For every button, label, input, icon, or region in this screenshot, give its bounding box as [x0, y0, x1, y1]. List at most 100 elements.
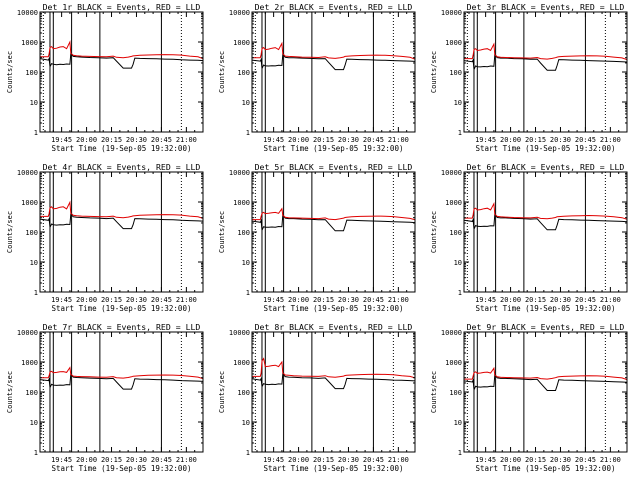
y-axis-label: Counts/sec [6, 51, 14, 93]
x-tick-label: 20:30 [338, 296, 359, 304]
y-tick-label: 10000 [17, 169, 38, 177]
y-tick-label: 1 [458, 129, 462, 137]
x-tick-label: 20:00 [76, 456, 97, 464]
x-axis-label: Start Time (19-Sep-05 19:32:00) [264, 464, 404, 473]
y-axis-label: Counts/sec [430, 51, 438, 93]
x-tick-label: 19:45 [51, 136, 72, 144]
lld-series-line [464, 42, 627, 61]
y-tick-label: 100 [237, 69, 250, 77]
plot-frame [251, 331, 416, 453]
x-tick-label: 20:30 [338, 456, 359, 464]
events-series-line [252, 372, 415, 390]
y-tick-label: 1 [34, 449, 38, 457]
y-tick-label: 10 [454, 419, 462, 427]
x-tick-label: 20:30 [550, 136, 571, 144]
x-tick-label: 20:45 [151, 136, 172, 144]
lld-series-line [40, 40, 203, 60]
panel-det-1: Det 1r BLACK = Events, RED = LLD 1 10 100 10… [6, 2, 204, 153]
y-tick-label: 10000 [229, 329, 250, 337]
y-axis-label: Counts/sec [218, 371, 226, 413]
y-tick-label: 100 [237, 229, 250, 237]
y-tick-label: 1000 [445, 39, 462, 47]
x-axis-label: Start Time (19-Sep-05 19:32:00) [52, 464, 192, 473]
x-tick-label: 21:00 [388, 296, 409, 304]
y-tick-label: 10 [242, 99, 250, 107]
panel-det-7: Det 7r BLACK = Events, RED = LLD 1 10 100 10… [6, 322, 204, 473]
x-tick-label: 21:00 [600, 296, 621, 304]
y-tick-label: 100 [237, 389, 250, 397]
x-tick-label: 20:15 [313, 296, 334, 304]
events-series-line [464, 373, 627, 392]
events-series-line [252, 214, 415, 233]
lld-series-line [464, 366, 627, 381]
y-tick-label: 1000 [233, 199, 250, 207]
y-tick-label: 10000 [229, 9, 250, 17]
x-tick-label: 20:30 [550, 456, 571, 464]
panel-det-2: Det 2r BLACK = Events, RED = LLD 1 10 100 10… [218, 2, 416, 153]
x-tick-label: 20:30 [126, 136, 147, 144]
y-tick-label: 1 [246, 289, 250, 297]
y-tick-label: 1000 [21, 199, 38, 207]
events-series-line [252, 53, 415, 71]
y-tick-label: 1000 [233, 39, 250, 47]
x-tick-label: 21:00 [600, 136, 621, 144]
panel-title: Det 1r BLACK = Events, RED = LLD [43, 2, 201, 12]
x-tick-label: 20:45 [363, 296, 384, 304]
y-tick-label: 1000 [445, 199, 462, 207]
x-tick-label: 20:00 [288, 456, 309, 464]
x-tick-label: 20:15 [525, 456, 546, 464]
x-tick-label: 20:30 [338, 136, 359, 144]
plot-frame [39, 331, 204, 453]
x-tick-label: 19:45 [51, 296, 72, 304]
y-tick-label: 10000 [17, 329, 38, 337]
x-tick-label: 20:45 [575, 136, 596, 144]
lld-series-line [40, 366, 203, 380]
panel-title: Det 4r BLACK = Events, RED = LLD [43, 162, 201, 172]
x-tick-label: 20:45 [151, 296, 172, 304]
x-axis-label: Start Time (19-Sep-05 19:32:00) [52, 144, 192, 153]
y-tick-label: 10000 [17, 9, 38, 17]
x-tick-label: 21:00 [176, 136, 197, 144]
y-tick-label: 10000 [441, 169, 462, 177]
events-series-line [40, 213, 203, 230]
x-tick-label: 19:45 [475, 456, 496, 464]
events-series-line [40, 52, 203, 69]
y-axis-label: Counts/sec [6, 211, 14, 253]
x-tick-label: 20:45 [363, 456, 384, 464]
y-tick-label: 10000 [229, 169, 250, 177]
lld-series-line [252, 41, 415, 60]
y-tick-label: 10 [242, 419, 250, 427]
x-tick-label: 19:45 [263, 136, 284, 144]
panel-title: Det 6r BLACK = Events, RED = LLD [467, 162, 625, 172]
x-tick-label: 20:15 [101, 136, 122, 144]
x-tick-label: 20:30 [550, 296, 571, 304]
panel-det-9: Det 9r BLACK = Events, RED = LLD 1 10 100 10… [430, 322, 628, 473]
y-tick-label: 100 [25, 389, 38, 397]
plot-frame [39, 171, 204, 293]
x-tick-label: 20:15 [101, 296, 122, 304]
x-axis-label: Start Time (19-Sep-05 19:32:00) [476, 144, 616, 153]
panel-det-4: Det 4r BLACK = Events, RED = LLD 1 10 100 10… [6, 162, 204, 313]
x-tick-label: 19:45 [475, 136, 496, 144]
x-axis-label: Start Time (19-Sep-05 19:32:00) [476, 464, 616, 473]
y-tick-label: 1 [246, 129, 250, 137]
x-tick-label: 21:00 [388, 456, 409, 464]
y-tick-label: 100 [25, 229, 38, 237]
x-axis-label: Start Time (19-Sep-05 19:32:00) [52, 304, 192, 313]
x-tick-label: 21:00 [176, 456, 197, 464]
y-tick-label: 100 [25, 69, 38, 77]
y-tick-label: 10 [30, 259, 38, 267]
y-tick-label: 1 [34, 289, 38, 297]
x-axis-label: Start Time (19-Sep-05 19:32:00) [476, 304, 616, 313]
x-tick-label: 20:00 [500, 136, 521, 144]
lld-series-line [464, 201, 627, 220]
plot-frame [463, 11, 628, 133]
y-tick-label: 100 [449, 69, 462, 77]
y-tick-label: 1 [458, 449, 462, 457]
y-tick-label: 100 [449, 229, 462, 237]
y-tick-label: 1000 [445, 359, 462, 367]
x-tick-label: 20:30 [126, 296, 147, 304]
x-tick-label: 20:45 [151, 456, 172, 464]
y-axis-label: Counts/sec [218, 51, 226, 93]
